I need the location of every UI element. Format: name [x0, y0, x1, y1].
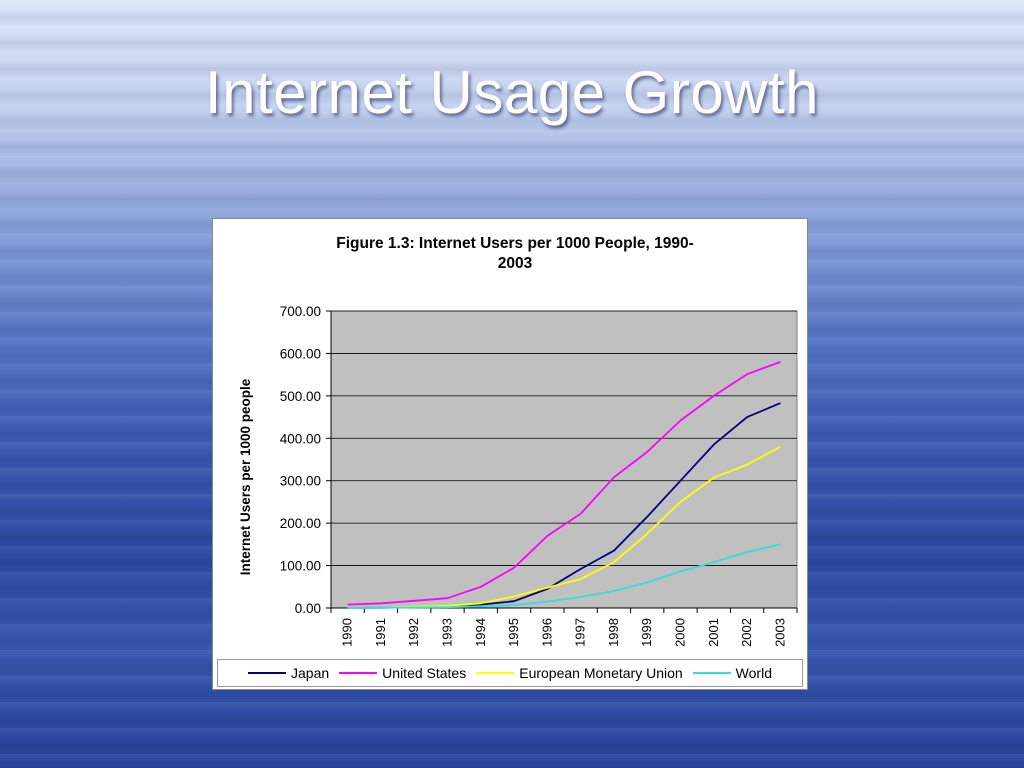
- chart-title-line-2: 2003: [498, 255, 533, 272]
- y-tick-label: 600.00: [280, 346, 321, 361]
- series-line-world: [347, 543, 781, 609]
- legend-swatch: [692, 672, 731, 674]
- x-tick-label: 1996: [539, 618, 554, 647]
- x-tick-label: 1994: [473, 618, 488, 647]
- line-chart: Figure 1.3: Internet Users per 1000 Peop…: [238, 235, 798, 647]
- y-tick-label: 200.00: [280, 516, 321, 531]
- plot-background: [330, 310, 798, 609]
- y-tick-label: 700.00: [280, 304, 321, 319]
- y-tick-label: 500.00: [280, 389, 321, 404]
- legend-item: European Monetary Union: [476, 665, 683, 681]
- chart-container: Figure 1.3: Internet Users per 1000 Peop…: [212, 218, 808, 690]
- y-tick-label: 0.00: [295, 601, 321, 616]
- slide-title: Internet Usage Growth: [204, 59, 820, 126]
- y-axis-label: Internet Users per 1000 people: [238, 378, 253, 575]
- legend-item: World: [692, 665, 772, 681]
- x-tick-label: 1999: [639, 618, 654, 647]
- legend-label: Japan: [291, 665, 330, 681]
- legend-label: United States: [382, 665, 467, 681]
- legend-swatch: [476, 672, 515, 674]
- legend-swatch: [248, 672, 287, 674]
- x-tick-label: 2001: [706, 618, 721, 647]
- x-tick-label: 1991: [373, 618, 388, 647]
- y-tick-label: 400.00: [280, 431, 321, 446]
- x-tick-label: 1995: [506, 618, 521, 647]
- legend-swatch: [339, 672, 378, 674]
- series-line-united-states: [347, 361, 781, 606]
- legend-item: Japan: [248, 665, 329, 681]
- x-tick-label: 1990: [340, 618, 355, 647]
- legend-item: United States: [339, 665, 466, 681]
- x-tick-label: 1998: [606, 618, 621, 647]
- y-tick-label: 100.00: [280, 559, 321, 574]
- chart-legend: Japan United States European Monetary Unio…: [217, 659, 803, 687]
- x-tick-label: 2000: [673, 618, 688, 647]
- chart-title-line-1: Figure 1.3: Internet Users per 1000 Peop…: [336, 235, 694, 252]
- legend-label: World: [735, 665, 772, 681]
- plot-area: 0.00 100.00 200.00 300.00 400.00 500.00 600.00…: [280, 304, 798, 647]
- x-tick-label: 1993: [440, 618, 455, 647]
- y-tick-label: 300.00: [280, 474, 321, 489]
- x-tick-label: 2003: [772, 618, 787, 647]
- x-tick-label: 1997: [573, 618, 588, 647]
- x-tick-label: 2002: [739, 618, 754, 647]
- legend-label: European Monetary Union: [519, 665, 683, 681]
- x-tick-label: 1992: [406, 618, 421, 647]
